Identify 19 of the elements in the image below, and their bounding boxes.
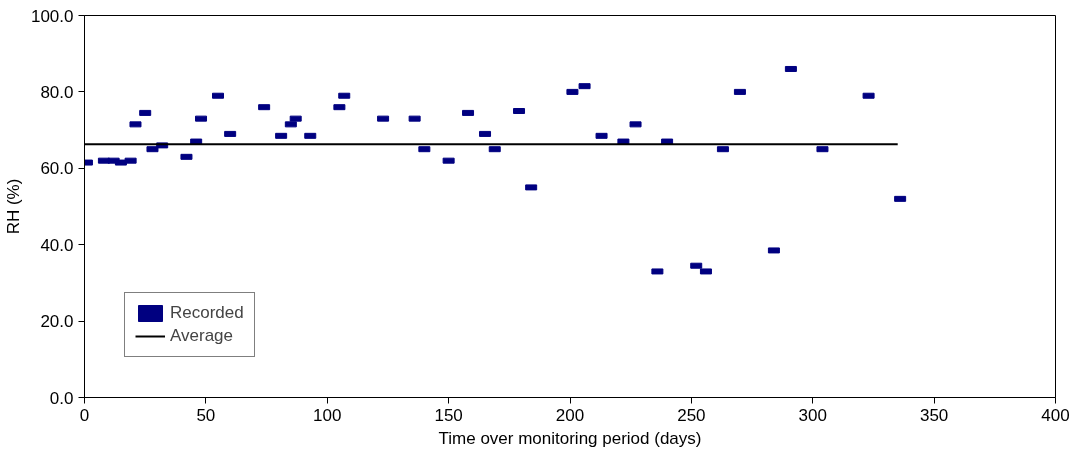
y-axis-title: RH (%) — [3, 178, 23, 235]
x-tick-label: 150 — [434, 405, 463, 425]
x-tick-label: 300 — [798, 405, 827, 425]
y-tick-label: 80.0 — [40, 82, 74, 102]
x-tick-label: 100 — [313, 405, 342, 425]
x-tick-label: 350 — [919, 405, 949, 425]
y-tick-label: 20.0 — [40, 312, 74, 332]
x-tick-label: 0 — [79, 405, 90, 425]
x-tick-label: 50 — [196, 405, 216, 425]
x-axis-title: Time over monitoring period (days) — [438, 428, 702, 448]
x-tick-label: 200 — [555, 405, 585, 425]
y-tick-label: 100.0 — [30, 6, 74, 26]
legend-label: Recorded — [170, 303, 244, 323]
x-tick-label: 250 — [677, 405, 706, 425]
x-tick-label: 400 — [1041, 405, 1070, 425]
y-tick-label: 60.0 — [40, 159, 74, 179]
y-tick-label: 40.0 — [40, 235, 74, 255]
y-tick-label: 0.0 — [49, 388, 74, 408]
legend-label: Average — [170, 326, 234, 346]
